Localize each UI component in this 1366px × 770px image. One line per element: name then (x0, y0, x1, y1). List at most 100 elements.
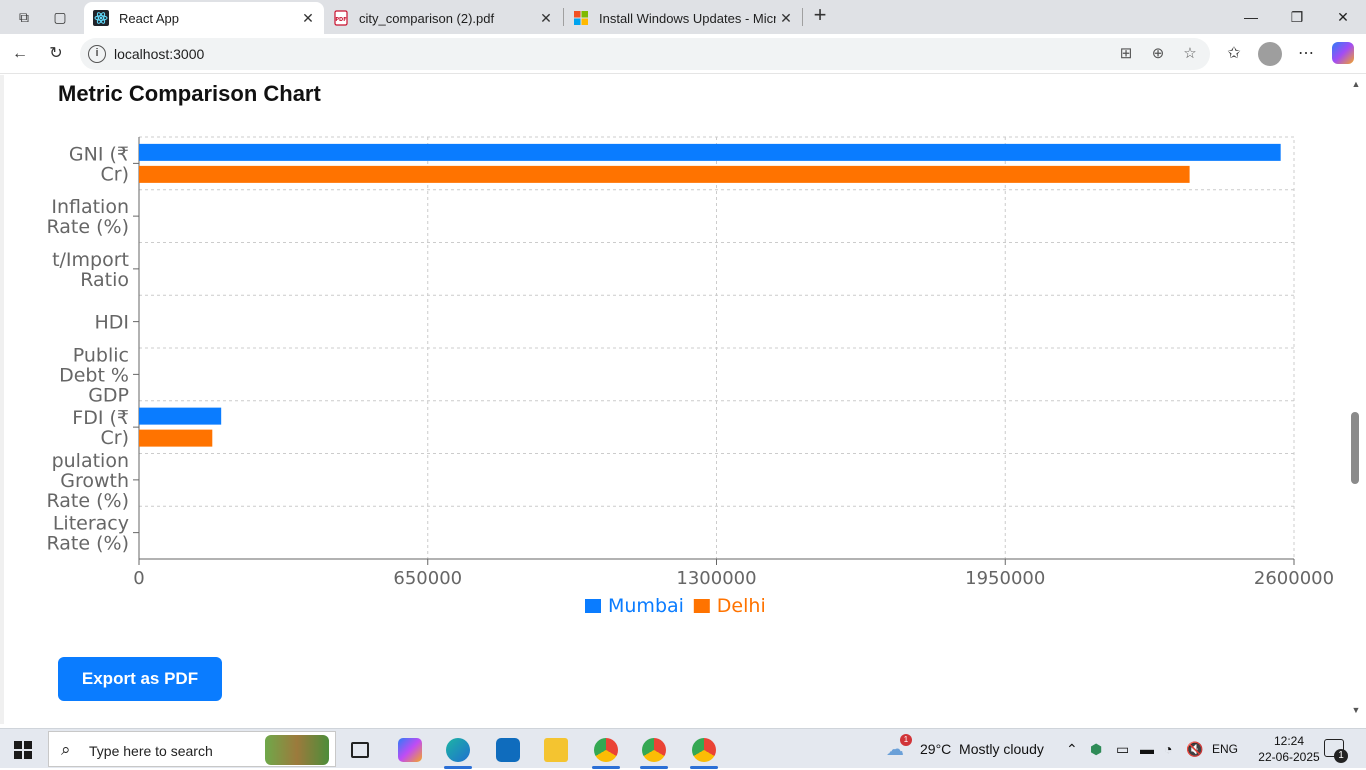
cloud-icon: ☁ (886, 739, 904, 759)
more-menu-icon[interactable]: ⋯ (1298, 45, 1314, 62)
taskbar-clock[interactable]: 12:24 22-06-2025 (1258, 733, 1320, 765)
clock-time: 12:24 (1273, 734, 1305, 748)
y-category-label: Rate (%) (47, 216, 130, 238)
y-category-label: Rate (%) (47, 490, 130, 512)
meet-now-icon[interactable]: ▭ (1116, 741, 1130, 757)
file-explorer-icon[interactable] (536, 733, 576, 767)
url-text[interactable]: localhost:3000 (114, 46, 205, 62)
tab-actions-icon[interactable]: ▢ (53, 9, 67, 25)
tab-title: React App (119, 10, 179, 26)
windows-icon (573, 10, 589, 26)
weather-badge: 1 (900, 717, 912, 746)
search-highlight-image (265, 735, 329, 765)
tab-title: city_comparison (2).pdf (359, 10, 495, 26)
edge-taskbar-icon[interactable] (438, 733, 478, 769)
legend-label-mumbai: Mumbai (608, 595, 684, 617)
taskbar-search[interactable]: ⌕ Type here to search (48, 731, 336, 767)
y-category-label: Rate (%) (47, 533, 130, 555)
react-icon (93, 10, 109, 26)
y-category-label: Literacy (53, 513, 129, 535)
address-bar[interactable]: i localhost:3000 ⊞ ⊕ ☆ (80, 38, 1210, 70)
close-tab-icon[interactable]: ✕ (780, 9, 792, 26)
x-tick-label: 2600000 (1254, 568, 1334, 589)
tab-react-app[interactable]: React App ✕ (84, 2, 324, 34)
search-icon: ⌕ (61, 740, 71, 759)
y-category-label: GNI (₹ (69, 143, 129, 165)
bar-mumbai (139, 143, 1281, 161)
chrome-profile-icon[interactable] (684, 733, 724, 769)
weather-text[interactable]: 29°C Mostly cloudy (920, 741, 1044, 757)
page-title: Metric Comparison Chart (58, 81, 321, 106)
bar-delhi (139, 165, 1190, 183)
x-tick-label: 1300000 (676, 568, 756, 589)
minimize-icon[interactable]: — (1244, 9, 1258, 25)
windows-taskbar: ⌕ Type here to search ☁ 1 29°C Mostly cl… (0, 728, 1366, 769)
tab-windows-updates[interactable]: Install Windows Updates - Micros ✕ (564, 2, 802, 34)
tab-separator (802, 8, 803, 26)
battery-icon[interactable]: ▬ (1140, 741, 1154, 757)
wifi-icon[interactable]: ◔ (1164, 741, 1173, 757)
y-category-label: Inflation (51, 196, 129, 218)
tab-separator (563, 8, 564, 26)
app-available-icon[interactable]: ⊞ (1119, 45, 1133, 62)
x-tick-label: 650000 (393, 568, 462, 589)
volume-muted-icon[interactable]: 🔇 (1186, 741, 1204, 757)
scrollbar-thumb[interactable] (1351, 412, 1359, 484)
y-category-label: Debt % (59, 364, 129, 386)
x-tick-label: 0 (133, 568, 144, 589)
close-window-icon[interactable]: ✕ (1337, 9, 1349, 25)
close-tab-icon[interactable]: ✕ (540, 9, 552, 26)
profile-avatar[interactable] (1258, 42, 1282, 66)
favorites-icon[interactable]: ✩ (1227, 45, 1241, 62)
pdf-icon: PDF (333, 10, 349, 26)
legend-label-delhi: Delhi (717, 595, 766, 617)
tab-title: Install Windows Updates - Micros (599, 10, 776, 26)
y-category-label: Ratio (80, 269, 129, 291)
y-category-label: t/Import (52, 249, 129, 271)
y-category-label: Cr) (101, 427, 130, 449)
page-viewport: Metric Comparison Chart 0 650000 1300000 19… (0, 75, 1350, 724)
tab-pdf[interactable]: PDF city_comparison (2).pdf ✕ (324, 2, 562, 34)
search-placeholder: Type here to search (89, 743, 213, 759)
zoom-icon[interactable]: ⊕ (1151, 45, 1165, 62)
x-tick-label: 1950000 (965, 568, 1045, 589)
bar-delhi (139, 429, 213, 447)
workspaces-icon[interactable]: ⧉ (19, 9, 29, 25)
new-tab-icon[interactable]: + (813, 2, 827, 27)
comparison-chart: 0 650000 1300000 1950000 2600000 GNI (₹ Cr) Inf… (47, 136, 1334, 617)
scroll-down-icon[interactable]: ▼ (1351, 705, 1361, 715)
weather-widget[interactable]: ☁ (886, 729, 904, 769)
show-hidden-icons-icon[interactable]: ⌃ (1066, 741, 1078, 757)
chrome-profile-icon[interactable] (634, 733, 674, 769)
legend-swatch-delhi (693, 599, 710, 613)
y-category-label: GDP (88, 384, 129, 406)
restore-icon[interactable]: ❐ (1290, 9, 1304, 25)
browser-tabstrip: ⧉ ▢ React App ✕ PDF city_comparison (2).… (0, 0, 1366, 34)
chrome-taskbar-icon[interactable] (586, 733, 626, 769)
security-icon[interactable]: ⬢ (1090, 741, 1103, 757)
notification-count: 1 (1334, 749, 1348, 763)
page-scrollbar[interactable]: ▲ ▼ (1349, 75, 1366, 724)
y-category-label: HDI (94, 312, 129, 334)
y-category-label: FDI (₹ (72, 407, 129, 429)
export-pdf-button[interactable]: Export as PDF (58, 657, 222, 701)
y-category-label: pulation (52, 450, 129, 472)
copilot-taskbar-icon[interactable] (390, 733, 430, 767)
back-icon[interactable]: ← (12, 45, 28, 62)
copilot-icon[interactable] (1332, 42, 1354, 64)
close-tab-icon[interactable]: ✕ (302, 9, 314, 26)
clock-date: 22-06-2025 (1258, 750, 1320, 764)
legend-swatch-mumbai (585, 599, 601, 613)
favorite-star-icon[interactable]: ☆ (1183, 45, 1197, 62)
y-category-label: Growth (60, 470, 129, 492)
outlook-taskbar-icon[interactable] (488, 733, 528, 767)
y-category-label: Public (73, 344, 129, 366)
site-info-icon[interactable]: i (88, 45, 106, 63)
svg-text:PDF: PDF (335, 17, 346, 23)
bar-mumbai (139, 407, 222, 425)
windows-start-icon[interactable] (14, 741, 32, 759)
task-view-icon[interactable] (340, 733, 380, 767)
language-indicator[interactable]: ENG (1212, 742, 1239, 756)
scroll-up-icon[interactable]: ▲ (1351, 79, 1361, 89)
refresh-icon[interactable]: ↻ (49, 45, 63, 62)
